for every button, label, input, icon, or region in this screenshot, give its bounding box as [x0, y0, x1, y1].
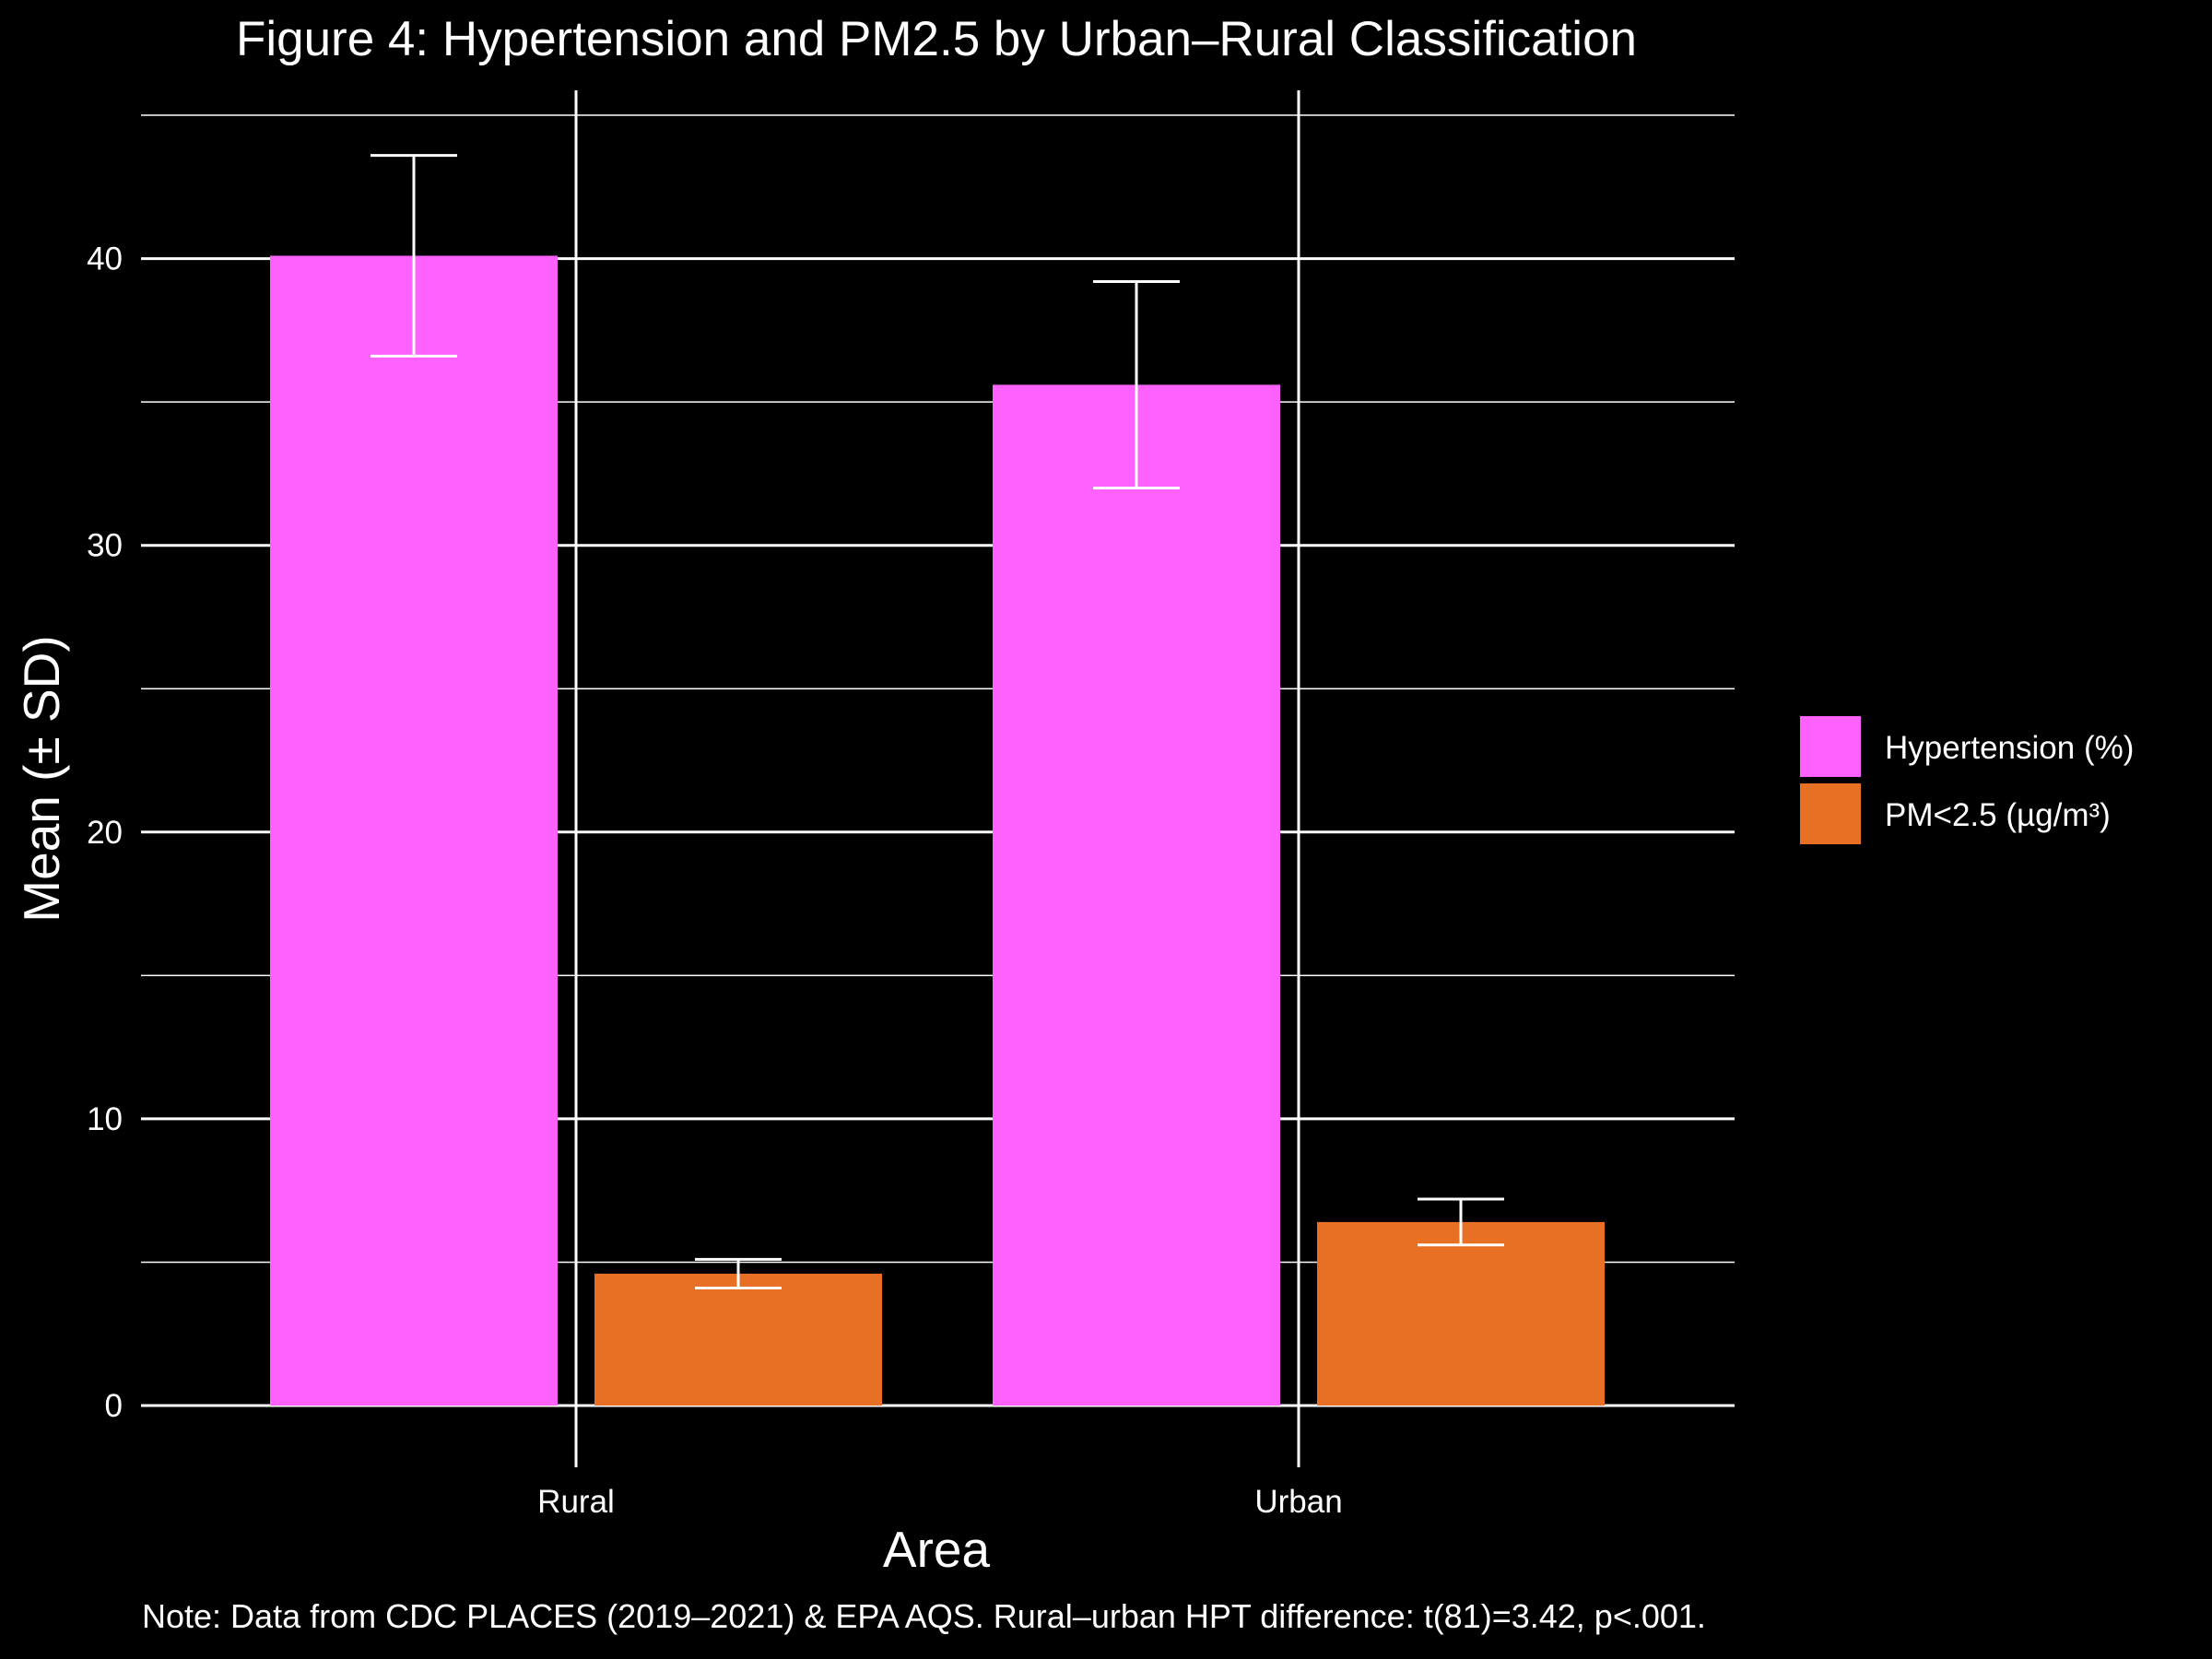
- legend-label-pm25: PM<2.5 (µg/m³): [1885, 797, 2111, 833]
- chart-note: Note: Data from CDC PLACES (2019–2021) &…: [142, 1597, 1706, 1635]
- legend-swatch-hypertension: [1800, 716, 1861, 777]
- chart-title: Figure 4: Hypertension and PM2.5 by Urba…: [236, 12, 1637, 66]
- bars: [270, 255, 1605, 1406]
- bar-hypertension: [270, 255, 558, 1406]
- error-bar-pm25: [1418, 1197, 1504, 1247]
- y-tick-label: 40: [87, 241, 123, 277]
- x-tick-label: Urban: [1254, 1484, 1342, 1520]
- legend-swatch-pm25: [1800, 783, 1861, 844]
- axis-ticks: 0 10 20 30 40 Rural Urban: [87, 241, 1343, 1520]
- y-tick-label: 30: [87, 528, 123, 564]
- legend: Hypertension (%) PM<2.5 (µg/m³): [1800, 716, 2134, 844]
- y-tick-label: 20: [87, 815, 123, 851]
- bar-pm25: [1317, 1221, 1605, 1406]
- legend-label-hypertension: Hypertension (%): [1885, 730, 2134, 766]
- bar-pm25: [594, 1273, 882, 1406]
- error-bar-pm25: [695, 1257, 782, 1289]
- bar-hypertension: [993, 384, 1280, 1406]
- error-bar-hypertension: [371, 154, 457, 358]
- error-bar-hypertension: [1093, 279, 1180, 489]
- y-tick-label: 0: [105, 1388, 123, 1424]
- error-bars: [371, 154, 1504, 1289]
- y-axis-title: Mean (± SD): [13, 635, 70, 922]
- x-tick-label: Rural: [537, 1484, 615, 1520]
- y-tick-label: 10: [87, 1101, 123, 1137]
- x-axis-title: Area: [883, 1521, 991, 1578]
